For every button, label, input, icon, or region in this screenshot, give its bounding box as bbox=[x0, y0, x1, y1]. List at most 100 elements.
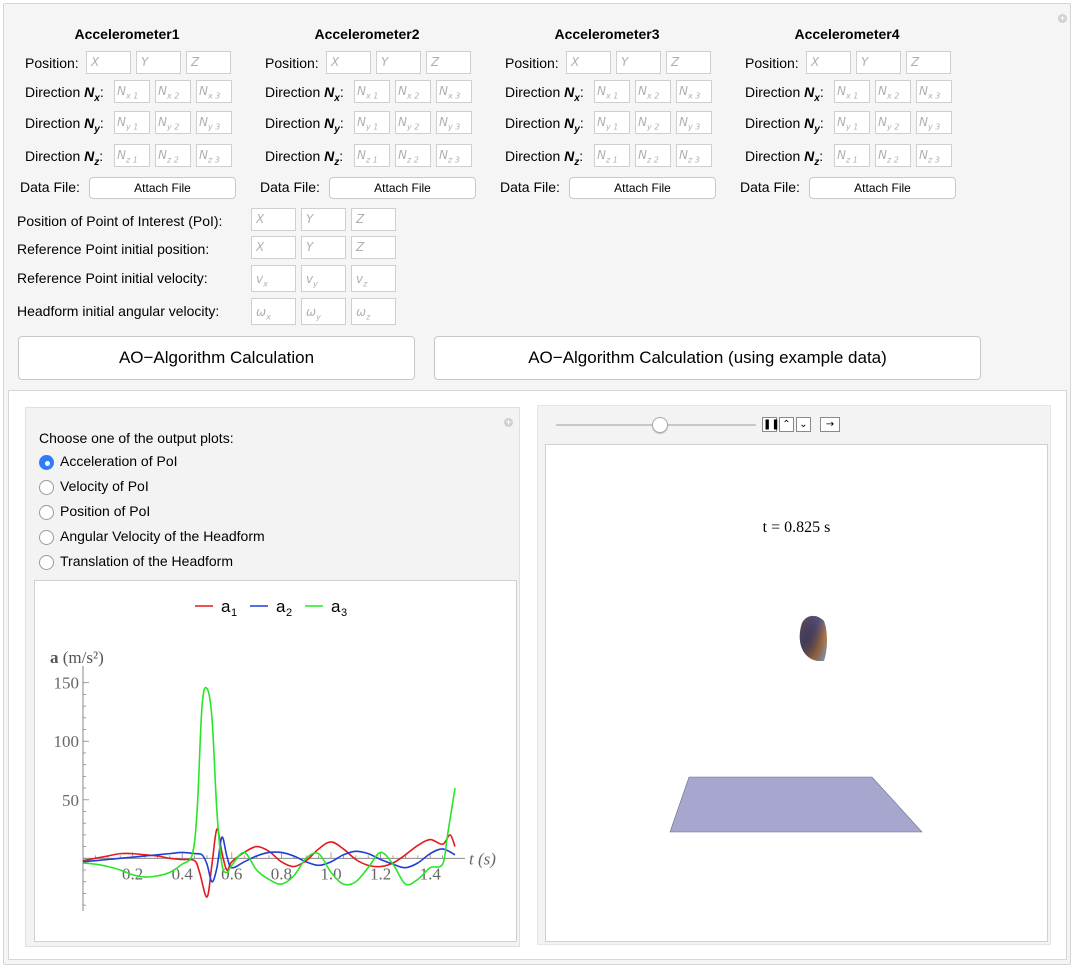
placeholder-sub: z bbox=[363, 279, 368, 289]
direction-nz-2-input[interactable]: Nz 2 bbox=[155, 144, 191, 167]
pause-icon[interactable]: ❚❚ bbox=[762, 417, 780, 432]
direction-ny-2-input[interactable]: Ny 2 bbox=[155, 111, 191, 134]
direction-ny-3-input[interactable]: Ny 3 bbox=[196, 111, 232, 134]
plot-option[interactable]: Position of PoI bbox=[39, 502, 339, 522]
initial-condition-input[interactable]: X bbox=[251, 236, 296, 259]
position-y-input[interactable]: Y bbox=[616, 51, 661, 74]
initial-condition-input[interactable]: X bbox=[251, 208, 296, 231]
position-x-input[interactable]: X bbox=[326, 51, 371, 74]
initial-condition-input[interactable]: vx bbox=[251, 265, 296, 292]
position-z-input[interactable]: Z bbox=[906, 51, 951, 74]
direction-ny-2-input[interactable]: Ny 2 bbox=[635, 111, 671, 134]
direction-nx-2-input[interactable]: Nx 2 bbox=[395, 80, 431, 103]
close-icon[interactable]: + bbox=[1058, 13, 1067, 23]
direction-icon[interactable]: → bbox=[820, 417, 840, 432]
direction-nx-1-input[interactable]: Nx 1 bbox=[834, 80, 870, 103]
radio-button[interactable] bbox=[39, 480, 54, 495]
initial-condition-input[interactable]: ωx bbox=[251, 298, 296, 325]
initial-condition-input[interactable]: vy bbox=[301, 265, 346, 292]
direction-nx-1-input[interactable]: Nx 1 bbox=[114, 80, 150, 103]
position-y-input[interactable]: Y bbox=[136, 51, 181, 74]
direction-nz-3-input[interactable]: Nz 3 bbox=[196, 144, 232, 167]
direction-nx-3-input[interactable]: Nx 3 bbox=[676, 80, 712, 103]
slower-icon[interactable]: ⌄ bbox=[796, 417, 811, 432]
direction-ny-3-input[interactable]: Ny 3 bbox=[916, 111, 952, 134]
colon: : bbox=[99, 115, 104, 131]
direction-ny-2-input[interactable]: Ny 2 bbox=[875, 111, 911, 134]
direction-nz-1-input[interactable]: Nz 1 bbox=[354, 144, 390, 167]
direction-nx-label: Direction Nx: bbox=[265, 84, 344, 104]
attach-file-button[interactable]: Attach File bbox=[809, 177, 956, 199]
position-z-input[interactable]: Z bbox=[426, 51, 471, 74]
position-x-input[interactable]: X bbox=[86, 51, 131, 74]
direction-sub: x bbox=[574, 92, 580, 104]
placeholder-sub: y 1 bbox=[125, 122, 139, 132]
direction-nz-1-input[interactable]: Nz 1 bbox=[594, 144, 630, 167]
plot-option[interactable]: Velocity of PoI bbox=[39, 477, 339, 497]
position-y-input[interactable]: Y bbox=[376, 51, 421, 74]
position-z-input[interactable]: Z bbox=[666, 51, 711, 74]
position-x-input[interactable]: X bbox=[566, 51, 611, 74]
placeholder: N bbox=[158, 148, 167, 162]
plot-option[interactable]: Acceleration of PoI bbox=[39, 452, 339, 472]
direction-nx-2-input[interactable]: Nx 2 bbox=[155, 80, 191, 103]
placeholder: N bbox=[837, 148, 846, 162]
direction-ny-label: Direction Ny: bbox=[265, 115, 344, 135]
direction-nz-2-input[interactable]: Nz 2 bbox=[395, 144, 431, 167]
direction-nx-2-input[interactable]: Nx 2 bbox=[875, 80, 911, 103]
direction-nz-2-input[interactable]: Nz 2 bbox=[875, 144, 911, 167]
time-slider-thumb[interactable] bbox=[652, 417, 668, 433]
placeholder-sub: x 2 bbox=[166, 91, 180, 101]
direction-nx-1-input[interactable]: Nx 1 bbox=[594, 80, 630, 103]
placeholder: N bbox=[679, 115, 688, 129]
radio-button[interactable] bbox=[39, 505, 54, 520]
attach-file-button[interactable]: Attach File bbox=[329, 177, 476, 199]
time-slider[interactable] bbox=[556, 417, 756, 433]
direction-nz-3-input[interactable]: Nz 3 bbox=[916, 144, 952, 167]
direction-ny-3-input[interactable]: Ny 3 bbox=[436, 111, 472, 134]
direction-ny-1-input[interactable]: Ny 1 bbox=[594, 111, 630, 134]
placeholder: N bbox=[597, 84, 606, 98]
plus-icon[interactable]: + bbox=[504, 417, 513, 427]
x-tick-label: 0.2 bbox=[122, 864, 143, 883]
ao-calculation-example-button[interactable]: AO−Algorithm Calculation (using example … bbox=[434, 336, 981, 380]
radio-button[interactable] bbox=[39, 455, 54, 470]
direction-nx-3-input[interactable]: Nx 3 bbox=[436, 80, 472, 103]
initial-condition-input[interactable]: ωz bbox=[351, 298, 396, 325]
direction-nz-2-input[interactable]: Nz 2 bbox=[635, 144, 671, 167]
series-line-a2 bbox=[82, 836, 456, 883]
direction-nx-3-input[interactable]: Nx 3 bbox=[196, 80, 232, 103]
position-x-input[interactable]: X bbox=[806, 51, 851, 74]
placeholder: N bbox=[117, 84, 126, 98]
direction-nz-3-input[interactable]: Nz 3 bbox=[676, 144, 712, 167]
position-y-input[interactable]: Y bbox=[856, 51, 901, 74]
position-z-input[interactable]: Z bbox=[186, 51, 231, 74]
plot-option[interactable]: Translation of the Headform bbox=[39, 552, 339, 572]
direction-ny-2-input[interactable]: Ny 2 bbox=[395, 111, 431, 134]
attach-file-button[interactable]: Attach File bbox=[569, 177, 716, 199]
direction-nx-2-input[interactable]: Nx 2 bbox=[635, 80, 671, 103]
direction-nx-3-input[interactable]: Nx 3 bbox=[916, 80, 952, 103]
initial-condition-input[interactable]: Y bbox=[301, 208, 346, 231]
direction-ny-1-input[interactable]: Ny 1 bbox=[834, 111, 870, 134]
direction-ny-3-input[interactable]: Ny 3 bbox=[676, 111, 712, 134]
direction-ny-1-input[interactable]: Ny 1 bbox=[114, 111, 150, 134]
radio-button[interactable] bbox=[39, 530, 54, 545]
ao-calculation-button[interactable]: AO−Algorithm Calculation bbox=[18, 336, 415, 380]
initial-condition-input[interactable]: ωy bbox=[301, 298, 346, 325]
initial-condition-input[interactable]: Y bbox=[301, 236, 346, 259]
initial-condition-input[interactable]: vz bbox=[351, 265, 396, 292]
attach-file-button[interactable]: Attach File bbox=[89, 177, 236, 199]
direction-symbol: N bbox=[564, 115, 575, 131]
initial-condition-input[interactable]: Z bbox=[351, 208, 396, 231]
direction-nz-1-input[interactable]: Nz 1 bbox=[114, 144, 150, 167]
initial-condition-input[interactable]: Z bbox=[351, 236, 396, 259]
direction-nz-3-input[interactable]: Nz 3 bbox=[436, 144, 472, 167]
radio-button[interactable] bbox=[39, 555, 54, 570]
direction-ny-1-input[interactable]: Ny 1 bbox=[354, 111, 390, 134]
faster-icon[interactable]: ⌃ bbox=[779, 417, 794, 432]
direction-nx-1-input[interactable]: Nx 1 bbox=[354, 80, 390, 103]
direction-text: Direction N bbox=[745, 115, 815, 131]
direction-nz-1-input[interactable]: Nz 1 bbox=[834, 144, 870, 167]
plot-option[interactable]: Angular Velocity of the Headform bbox=[39, 527, 339, 547]
